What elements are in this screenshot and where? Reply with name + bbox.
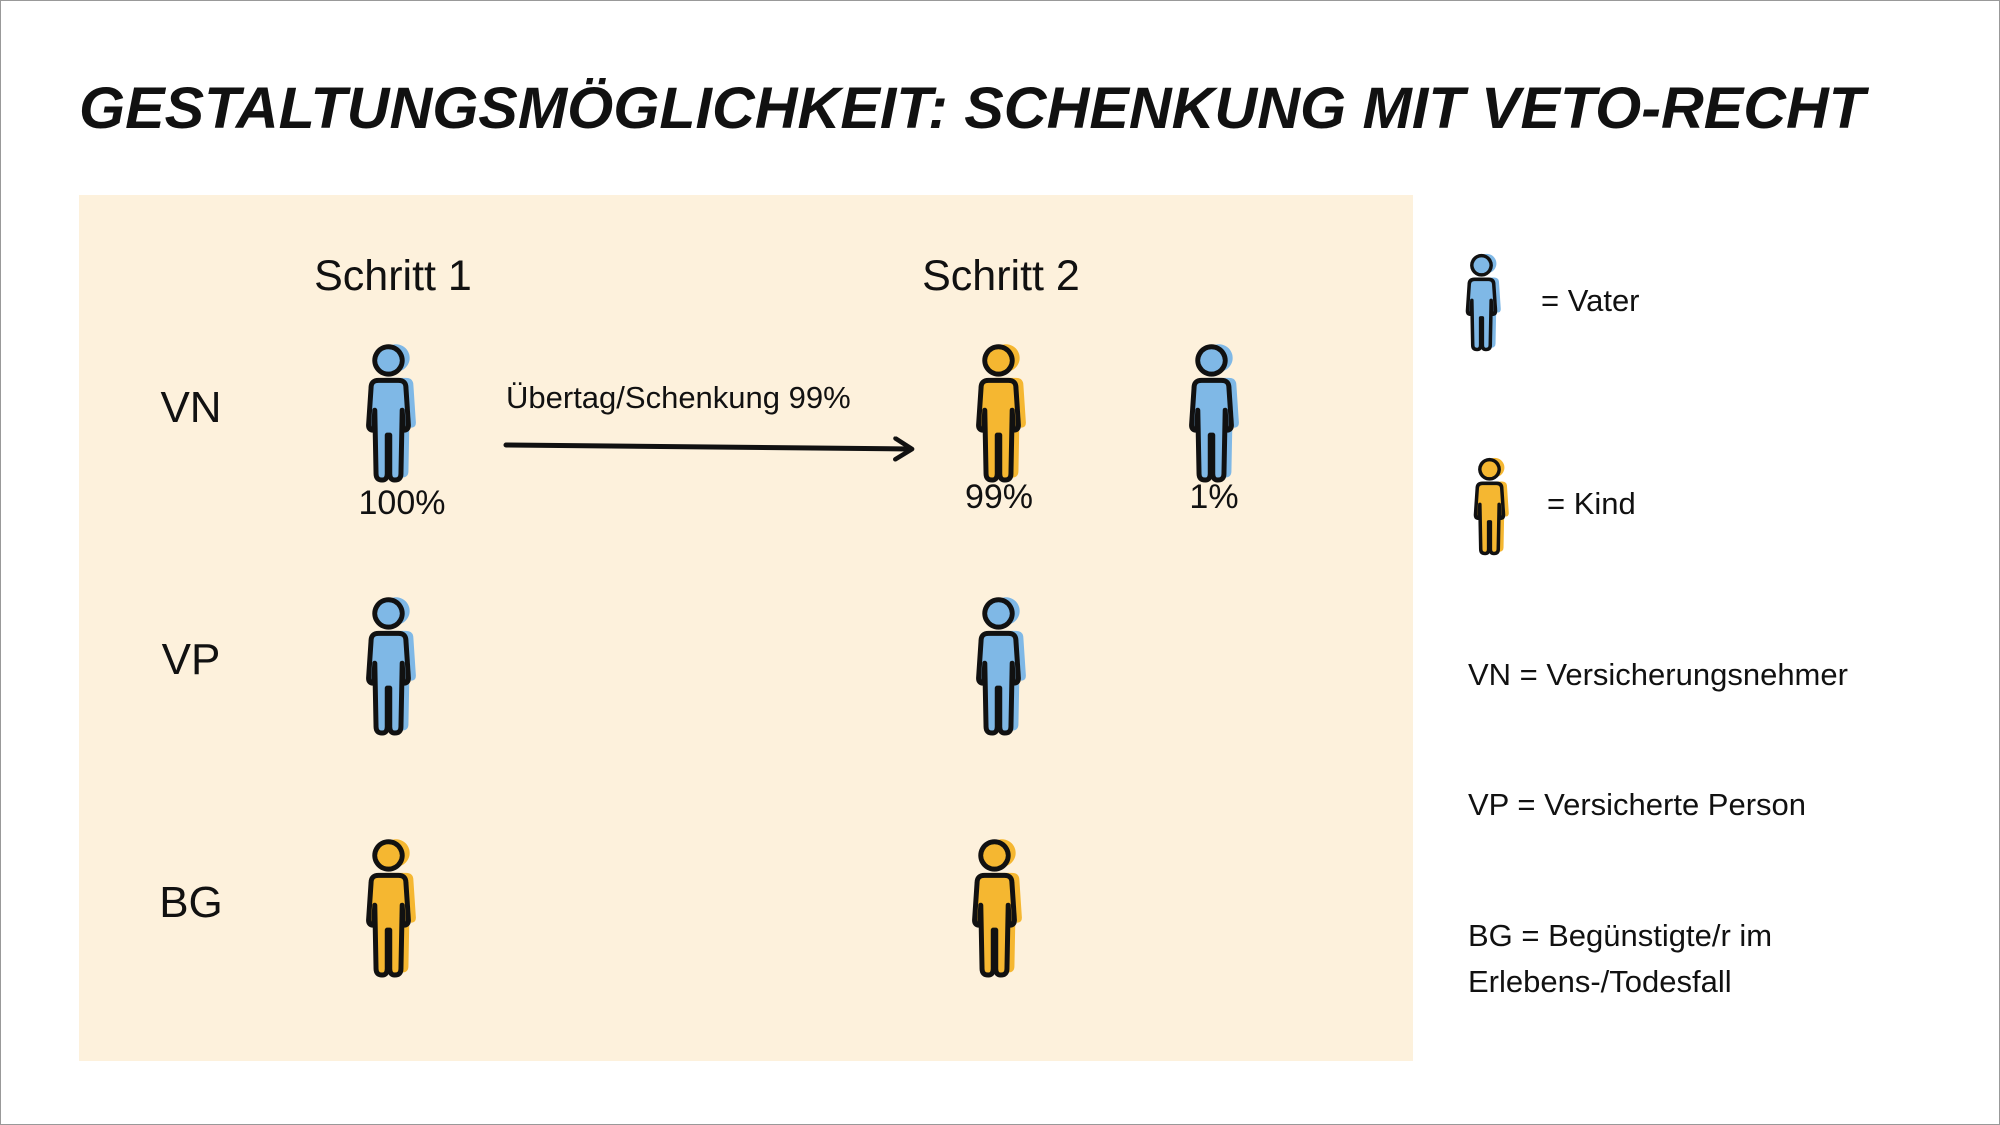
panel — [79, 195, 1413, 1061]
legend-label: = Kind — [1547, 486, 1636, 521]
role-label: VP — [162, 635, 221, 684]
legend-note: VN = Versicherungsnehmer — [1468, 657, 1848, 692]
transfer-arrow — [503, 445, 910, 449]
transfer-label: Übertag/Schenkung 99% — [506, 380, 851, 415]
share-label: 100% — [359, 484, 446, 522]
legend-label: = Vater — [1541, 283, 1640, 318]
legend-note: BG = Begünstigte/r im — [1468, 918, 1772, 953]
step-label: Schritt 1 — [314, 252, 472, 300]
share-label: 99% — [965, 478, 1033, 516]
role-label: BG — [159, 878, 223, 927]
share-label: 1% — [1189, 478, 1238, 516]
legend-note: VP = Versicherte Person — [1468, 787, 1806, 822]
role-label: VN — [160, 383, 221, 432]
title: GESTALTUNGSMÖGLICHKEIT: SCHENKUNG MIT VE… — [79, 76, 1870, 141]
legend-note: Erlebens-/Todesfall — [1468, 964, 1732, 999]
step-label: Schritt 2 — [922, 252, 1080, 300]
